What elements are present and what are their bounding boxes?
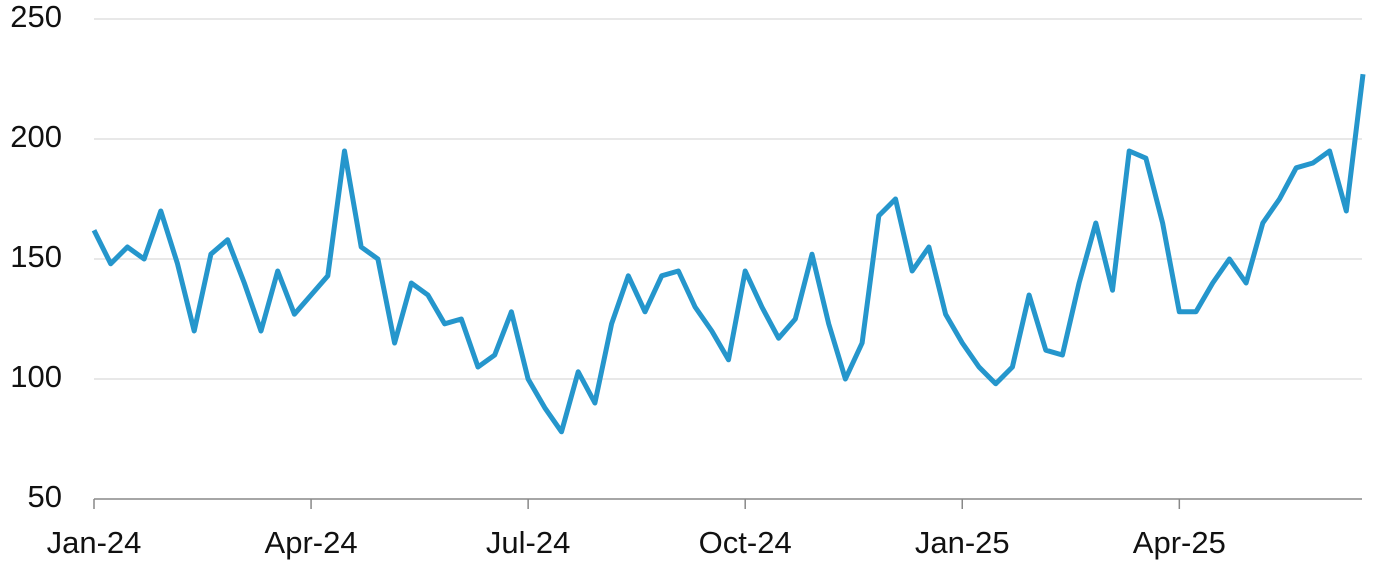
x-tick-label: Apr-25 [1133, 525, 1226, 560]
y-tick-label: 250 [10, 0, 62, 34]
line-series [91, 73, 1366, 435]
y-tick-label: 200 [10, 119, 62, 154]
x-tick-label: Jan-25 [915, 525, 1010, 560]
y-tick-label: 100 [10, 359, 62, 394]
x-tick-label: Apr-24 [265, 525, 358, 560]
x-tick-label: Jan-24 [47, 525, 142, 560]
y-tick-label: 150 [10, 239, 62, 274]
y-tick-label: 50 [28, 479, 62, 514]
x-tick-label: Oct-24 [699, 525, 792, 560]
x-tick-label: Jul-24 [486, 525, 570, 560]
